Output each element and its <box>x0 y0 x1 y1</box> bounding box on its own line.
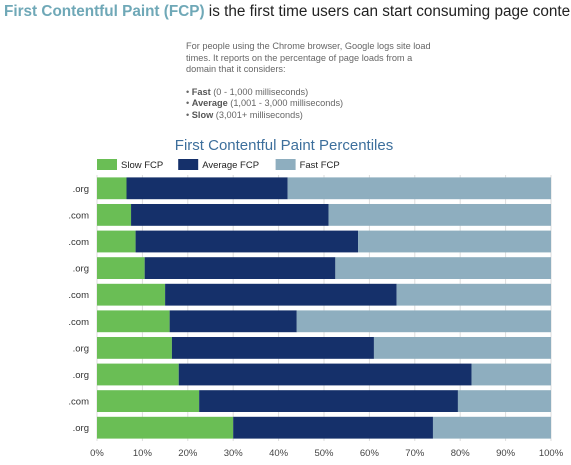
fcp-chart: First Contentful Paint Percentiles Slow F… <box>0 128 571 465</box>
headline-accent: First Contentful Paint (FCP) <box>4 3 205 20</box>
bar-fast-fcp <box>328 203 551 226</box>
legend-label: Average FCP <box>202 160 259 171</box>
definition-fast: • Fast (0 - 1,000 milliseconds) <box>186 87 436 99</box>
bar-average-fcp <box>171 336 374 359</box>
bar-slow-fcp <box>97 336 172 359</box>
x-tick-label: 80% <box>451 448 471 459</box>
bar-average-fcp <box>131 203 329 226</box>
bar-average-fcp <box>126 177 288 200</box>
bar-fast-fcp <box>373 336 551 359</box>
legend-label: Fast FCP <box>300 160 340 171</box>
bar-slow-fcp <box>97 203 132 226</box>
bar-slow-fcp <box>97 257 145 280</box>
bar-fast-fcp <box>471 363 551 386</box>
bullet-marker: • <box>186 109 190 120</box>
x-tick-label: 60% <box>360 448 380 459</box>
definition-detail: (0 - 1,000 milliseconds) <box>210 86 309 97</box>
x-tick-label: 30% <box>224 448 244 459</box>
x-tick-label: 10% <box>133 448 153 459</box>
bar-average-fcp <box>135 230 359 253</box>
y-category-label: .com <box>68 317 89 328</box>
headline-rest: is the first time users can start consum… <box>204 3 571 20</box>
intro-block: For people using the Chrome browser, Goo… <box>186 41 436 121</box>
bar-slow-fcp <box>97 416 234 439</box>
definition-slow: • Slow (3,001+ milliseconds) <box>186 110 436 122</box>
intro-paragraph: For people using the Chrome browser, Goo… <box>186 41 431 74</box>
bar-fast-fcp <box>396 283 551 306</box>
legend-swatch <box>97 159 117 170</box>
bar-fast-fcp <box>287 177 551 200</box>
y-category-label: .com <box>68 237 89 248</box>
bar-fast-fcp <box>296 310 551 333</box>
bullet-marker: • <box>186 86 190 97</box>
y-category-label: .org <box>73 264 89 275</box>
bar-fast-fcp <box>432 416 551 439</box>
y-category-label: .org <box>73 370 89 381</box>
x-tick-label: 40% <box>269 448 289 459</box>
fcp-chart-svg: First Contentful Paint Percentiles Slow F… <box>68 137 564 459</box>
definition-label: Slow <box>191 109 214 120</box>
bar-fast-fcp <box>457 390 551 413</box>
y-category-label: .com <box>68 290 89 301</box>
bar-average-fcp <box>233 416 433 439</box>
bar-slow-fcp <box>97 310 170 333</box>
legend-label: Slow FCP <box>121 160 163 171</box>
bar-average-fcp <box>199 390 458 413</box>
definition-detail: (3,001+ milliseconds) <box>213 109 303 120</box>
bar-average-fcp <box>178 363 472 386</box>
definition-detail: (1,001 - 3,000 milliseconds) <box>227 98 344 108</box>
bar-slow-fcp <box>97 363 179 386</box>
x-tick-label: 90% <box>496 448 516 459</box>
legend-swatch <box>275 159 296 170</box>
headline: First Contentful Paint (FCP) is the firs… <box>4 2 571 22</box>
speed-definitions: • Fast (0 - 1,000 milliseconds) • Averag… <box>186 87 436 122</box>
bar-slow-fcp <box>97 390 200 413</box>
y-category-label: .com <box>68 397 89 408</box>
x-tick-label: 0% <box>90 448 104 459</box>
bullet-marker: • <box>186 98 190 108</box>
bar-average-fcp <box>169 310 297 333</box>
definition-label: Fast <box>191 86 211 97</box>
y-category-label: .org <box>73 184 89 195</box>
chart-title: First Contentful Paint Percentiles <box>175 137 393 154</box>
bar-fast-fcp <box>335 257 551 280</box>
bar-slow-fcp <box>97 230 136 253</box>
y-category-label: .org <box>73 343 89 354</box>
bar-fast-fcp <box>358 230 551 253</box>
bar-slow-fcp <box>97 177 127 200</box>
bar-average-fcp <box>165 283 397 306</box>
y-category-label: .com <box>68 210 89 221</box>
x-tick-label: 20% <box>178 448 198 459</box>
legend-swatch <box>178 159 199 170</box>
x-tick-label: 50% <box>314 448 334 459</box>
x-tick-label: 100% <box>539 448 564 459</box>
x-tick-label: 70% <box>405 448 425 459</box>
y-category-label: .org <box>73 423 89 434</box>
definition-average: • Average (1,001 - 3,000 milliseconds) <box>186 98 436 110</box>
bar-average-fcp <box>144 257 336 280</box>
definition-label: Average <box>191 98 228 108</box>
bar-slow-fcp <box>97 283 166 306</box>
